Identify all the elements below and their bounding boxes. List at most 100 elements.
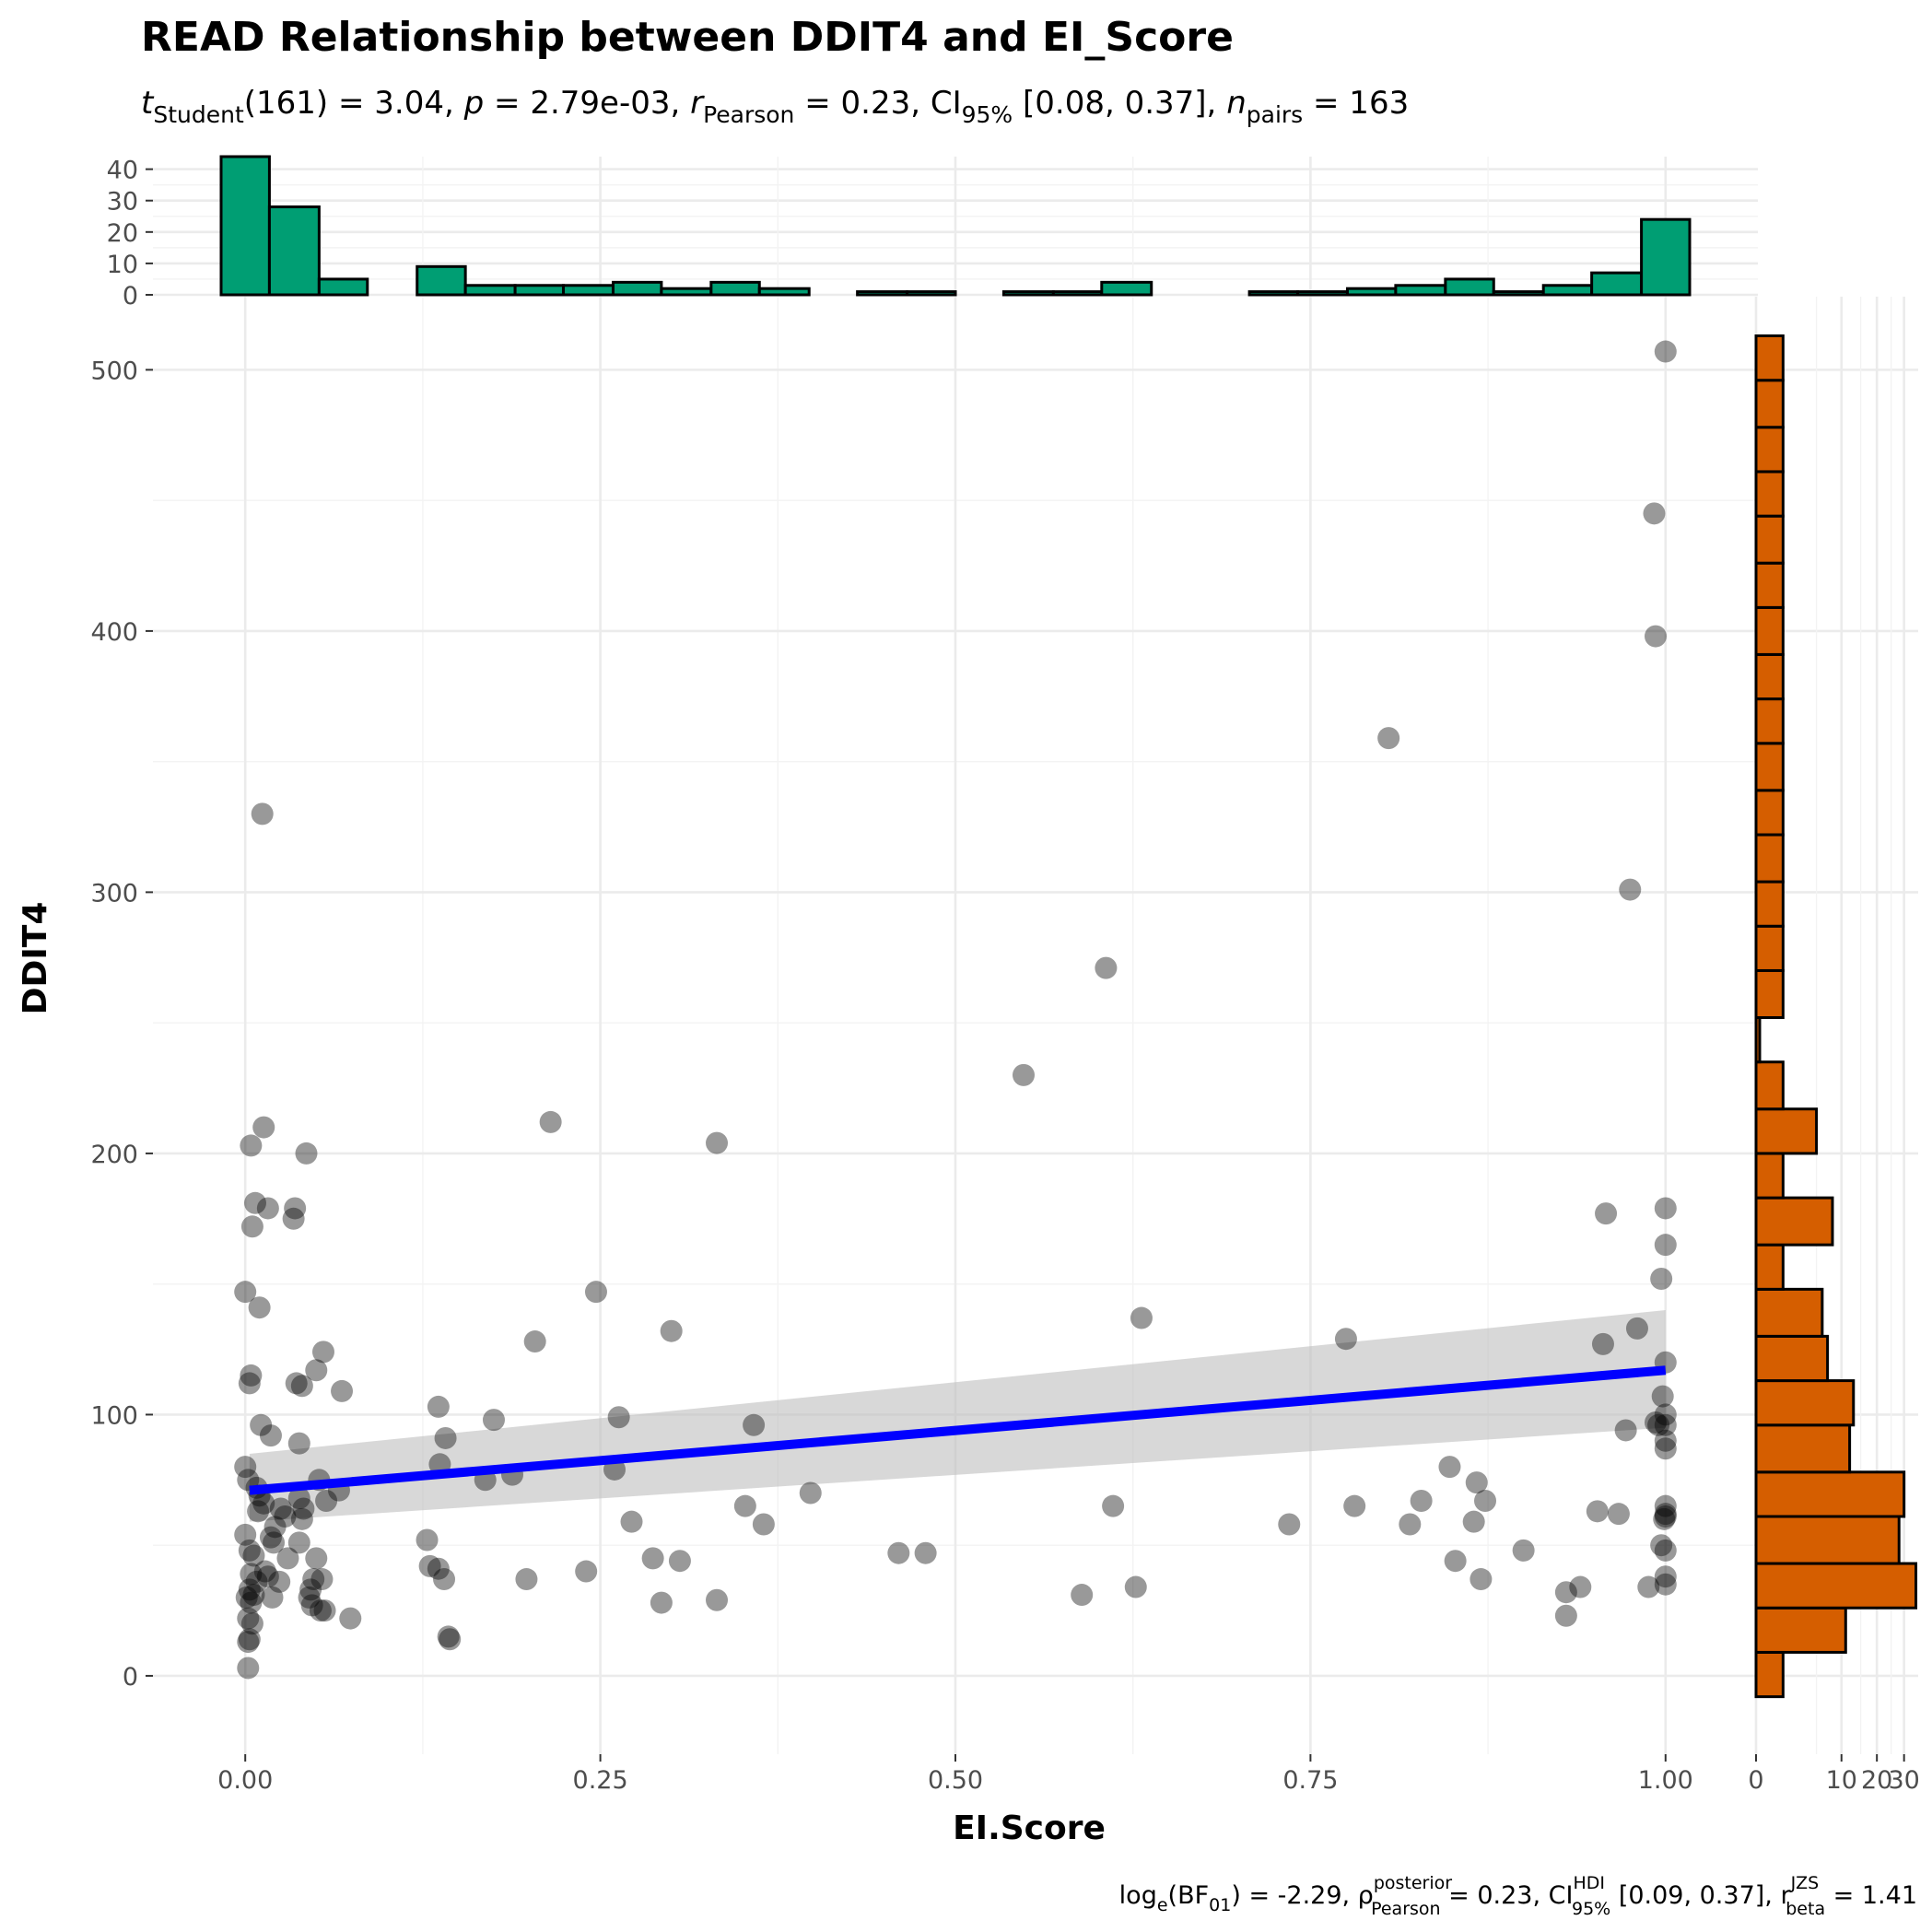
data-point xyxy=(668,1550,691,1573)
data-point xyxy=(238,1628,261,1651)
data-point xyxy=(242,1584,265,1607)
data-point xyxy=(1469,1568,1493,1591)
data-point xyxy=(427,1557,450,1580)
data-point xyxy=(1278,1513,1301,1536)
data-point xyxy=(433,1568,456,1591)
data-point xyxy=(305,1359,328,1382)
x-hist-bar xyxy=(1247,290,1300,297)
data-point xyxy=(1619,878,1642,901)
main-axes-ticks: 0.00 0.25 0.50 0.75 1.00 0 100 200 300 400 500 xyxy=(90,357,1692,1795)
x-hist-bar xyxy=(1001,290,1055,297)
data-point xyxy=(1654,1197,1677,1220)
data-point xyxy=(290,1507,313,1530)
x-hist-bar xyxy=(1296,290,1349,297)
x-hist-bar xyxy=(513,284,566,297)
y-hist-bar xyxy=(1754,514,1785,565)
data-point xyxy=(515,1568,538,1591)
data-point xyxy=(248,1296,271,1319)
data-point xyxy=(240,1591,263,1614)
data-point xyxy=(234,1456,257,1479)
data-point xyxy=(1643,502,1666,525)
y-hist-bar xyxy=(1754,880,1785,928)
data-point xyxy=(295,1142,318,1165)
y-tick-label: 300 xyxy=(90,879,138,907)
data-point xyxy=(706,1131,729,1154)
data-point xyxy=(1399,1513,1422,1536)
data-point xyxy=(1645,1411,1668,1434)
data-point xyxy=(607,1406,630,1429)
data-point xyxy=(1654,1234,1677,1257)
x-hist-bar xyxy=(611,280,663,297)
data-point xyxy=(1554,1604,1577,1627)
subtitle-n-sub: pairs xyxy=(1247,101,1303,128)
x-hist-bar xyxy=(1590,271,1644,297)
data-point xyxy=(743,1413,766,1436)
x-hist-bar xyxy=(709,280,761,297)
data-point xyxy=(427,1395,450,1418)
data-point xyxy=(584,1281,607,1304)
data-point xyxy=(243,1191,266,1214)
subtitle-r: r xyxy=(690,85,705,122)
caption-b-sub: 01 xyxy=(1209,1895,1231,1915)
data-point xyxy=(315,1489,338,1512)
y-tick-label: 100 xyxy=(90,1401,138,1430)
y-hist-tick-label: 10 xyxy=(1826,1766,1857,1795)
data-point xyxy=(251,802,274,825)
x-hist-tick-label: 40 xyxy=(107,157,138,185)
data-point xyxy=(1654,340,1677,363)
data-point xyxy=(311,1341,334,1364)
data-point xyxy=(1645,625,1668,648)
data-point xyxy=(252,1116,275,1139)
x-hist-bar xyxy=(1345,287,1398,297)
data-point xyxy=(706,1588,729,1611)
subtitle-n: n xyxy=(1226,85,1247,122)
x-hist-bar xyxy=(317,277,369,297)
x-histogram-bars xyxy=(219,155,1692,297)
data-point xyxy=(287,1487,310,1510)
y-hist-bar xyxy=(1754,1470,1906,1518)
x-hist-bar xyxy=(463,284,517,297)
data-point xyxy=(1637,1575,1660,1598)
data-point xyxy=(1569,1575,1592,1598)
x-hist-bar xyxy=(660,287,713,297)
x-hist-bar xyxy=(1444,277,1495,297)
data-point xyxy=(284,1197,307,1220)
confidence-band xyxy=(249,1310,1666,1522)
x-hist-bar xyxy=(757,287,811,297)
data-point xyxy=(418,1554,441,1577)
data-point xyxy=(1462,1510,1485,1533)
data-point xyxy=(437,1625,460,1648)
data-point xyxy=(1654,1494,1677,1517)
y-histogram-bars xyxy=(1754,334,1918,1699)
data-point xyxy=(1334,1328,1357,1351)
data-point xyxy=(1625,1317,1648,1340)
y-hist-bar xyxy=(1754,1196,1834,1247)
y-hist-bar xyxy=(1754,1334,1830,1383)
data-point xyxy=(539,1110,562,1133)
data-point xyxy=(237,1607,260,1630)
data-point xyxy=(305,1547,328,1570)
data-point xyxy=(282,1207,305,1230)
y-tick-label: 400 xyxy=(90,618,138,647)
y-hist-bar xyxy=(1754,1562,1918,1610)
x-hist-bar xyxy=(267,205,321,297)
data-point xyxy=(276,1547,299,1570)
data-point xyxy=(439,1628,462,1651)
y-hist-bar xyxy=(1754,1060,1785,1111)
y-hist-tick-label: 30 xyxy=(1888,1766,1919,1795)
data-point xyxy=(269,1497,292,1520)
data-point xyxy=(1651,1385,1674,1408)
data-point xyxy=(620,1510,643,1533)
subtitle-ci-val: [0.08, 0.37], xyxy=(1013,85,1226,122)
data-point xyxy=(299,1578,322,1601)
x-hist-bar xyxy=(1051,290,1104,297)
y-hist-tick-label: 20 xyxy=(1861,1766,1892,1795)
y-hist-bar xyxy=(1754,379,1785,429)
y-hist-bar xyxy=(1754,1515,1901,1565)
data-point xyxy=(339,1607,362,1630)
x-hist-bar xyxy=(219,155,271,297)
data-point xyxy=(287,1531,310,1554)
x-hist-tick-label: 0 xyxy=(123,282,138,310)
data-point xyxy=(252,1492,275,1515)
data-point xyxy=(268,1570,291,1593)
